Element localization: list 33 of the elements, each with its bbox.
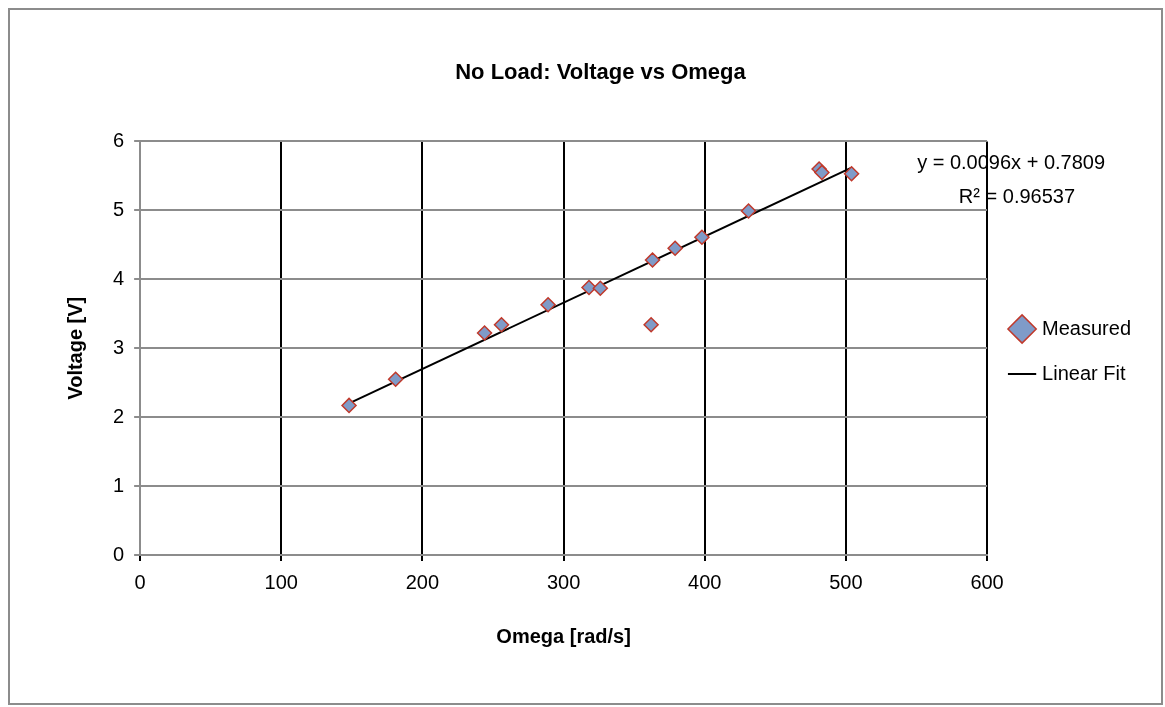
y-tick-label: 5 [113,197,125,220]
x-tick-label: 100 [264,570,298,593]
y-tick-label: 1 [113,473,125,496]
x-tick-label: 500 [829,570,863,593]
legend-label: Measured [1042,316,1131,339]
y-tick-label: 0 [113,542,125,565]
point [740,203,757,219]
x-tick-label: 600 [970,570,1004,593]
point [592,280,609,296]
chart-title: No Load: Voltage vs Omega [455,59,747,85]
point [694,229,710,245]
point [843,166,860,182]
point [476,325,493,341]
point [581,279,597,296]
point [814,164,830,181]
x-tick-label: 200 [405,570,440,593]
y-tick-label: 4 [113,266,125,289]
y-axis-title: Voltage [V] [63,296,86,400]
x-tick-label: 400 [688,570,722,593]
legend-label: Linear Fit [1042,361,1126,384]
point [644,252,661,268]
point [667,240,683,256]
x-tick-label: 300 [546,570,581,593]
point [341,397,357,414]
point [540,297,556,313]
x-axis-title: Omega [rad/s] [496,624,631,647]
y-tick-label: 6 [113,128,125,151]
y-tick-label: 2 [113,404,125,427]
x-tick-label: 0 [134,570,146,593]
y-tick-label: 3 [113,335,125,358]
point [643,317,659,333]
point [387,371,404,387]
point [493,317,510,333]
